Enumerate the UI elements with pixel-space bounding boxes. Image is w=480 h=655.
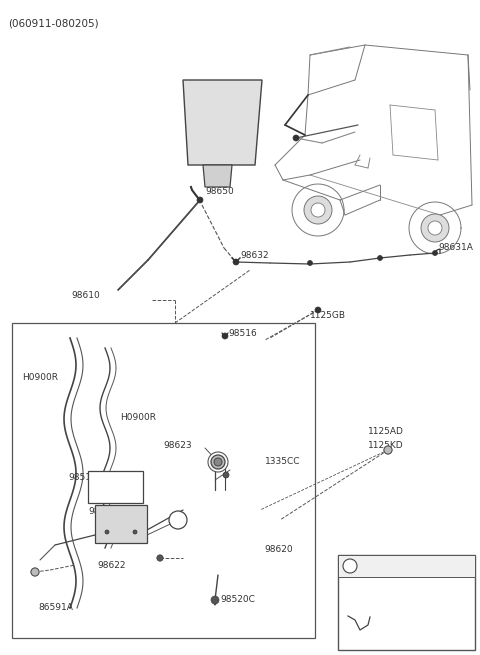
Text: 98623: 98623 (163, 441, 192, 449)
Text: 1335CC: 1335CC (265, 457, 300, 466)
Text: 1125KD: 1125KD (368, 441, 404, 449)
Circle shape (233, 259, 239, 265)
Circle shape (308, 261, 312, 265)
Bar (88, 471, 143, 503)
Text: 98650: 98650 (205, 187, 234, 196)
Circle shape (343, 559, 357, 573)
Bar (12, 323, 315, 638)
Circle shape (214, 458, 222, 466)
Circle shape (31, 568, 39, 576)
Circle shape (222, 333, 228, 339)
Text: a: a (175, 515, 181, 525)
Polygon shape (183, 80, 262, 165)
Bar (338, 555, 475, 650)
Text: H0900R: H0900R (120, 413, 156, 422)
Circle shape (211, 455, 225, 469)
Circle shape (208, 452, 228, 472)
Circle shape (384, 446, 392, 454)
Text: (060911-080205): (060911-080205) (8, 18, 98, 28)
Circle shape (157, 555, 163, 561)
Circle shape (169, 511, 187, 529)
Text: 86591A: 86591A (38, 603, 73, 612)
Circle shape (105, 530, 109, 534)
Text: 1125GB: 1125GB (310, 312, 346, 320)
Circle shape (421, 214, 449, 242)
Circle shape (223, 472, 229, 478)
Circle shape (197, 197, 203, 203)
Circle shape (377, 255, 383, 261)
Circle shape (428, 221, 442, 235)
Circle shape (432, 250, 437, 255)
Circle shape (211, 596, 219, 604)
Text: a: a (347, 561, 353, 571)
Text: 98631A: 98631A (438, 244, 473, 252)
Text: REF.86-865: REF.86-865 (372, 622, 422, 631)
Text: 98520C: 98520C (220, 595, 255, 605)
Circle shape (311, 203, 325, 217)
Circle shape (157, 555, 163, 561)
Text: 98610: 98610 (71, 291, 100, 301)
Text: 98516: 98516 (228, 329, 257, 337)
Circle shape (315, 307, 321, 313)
Text: H0900R: H0900R (22, 373, 58, 383)
Circle shape (384, 446, 392, 454)
Text: 1125AD: 1125AD (368, 428, 404, 436)
Bar (95, 505, 147, 543)
Circle shape (31, 568, 39, 576)
Circle shape (293, 135, 299, 141)
Text: 98632: 98632 (240, 250, 269, 259)
Circle shape (304, 196, 332, 224)
Text: 98510A: 98510A (68, 472, 103, 481)
Bar (338, 555, 475, 577)
Circle shape (133, 530, 137, 534)
Text: 98620: 98620 (264, 546, 293, 555)
Text: 98515A: 98515A (88, 508, 123, 517)
Text: 98622: 98622 (97, 561, 126, 569)
Polygon shape (203, 165, 232, 187)
